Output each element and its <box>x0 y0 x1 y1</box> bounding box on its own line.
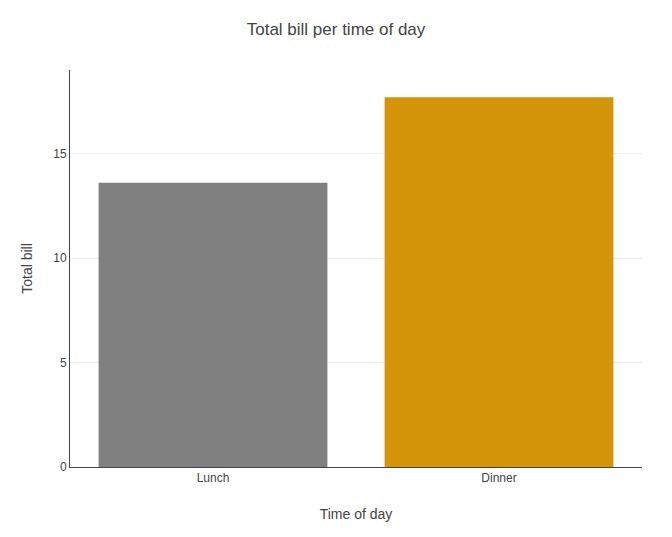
svg-text:Dinner: Dinner <box>481 471 516 485</box>
svg-text:Lunch: Lunch <box>197 471 230 485</box>
svg-text:10: 10 <box>53 251 67 265</box>
svg-text:5: 5 <box>60 356 67 370</box>
svg-text:0: 0 <box>60 460 67 474</box>
svg-text:Time of day: Time of day <box>320 506 393 522</box>
svg-text:Total bill per time of day: Total bill per time of day <box>247 20 426 39</box>
svg-text:Total bill: Total bill <box>19 243 35 294</box>
svg-text:15: 15 <box>53 147 67 161</box>
